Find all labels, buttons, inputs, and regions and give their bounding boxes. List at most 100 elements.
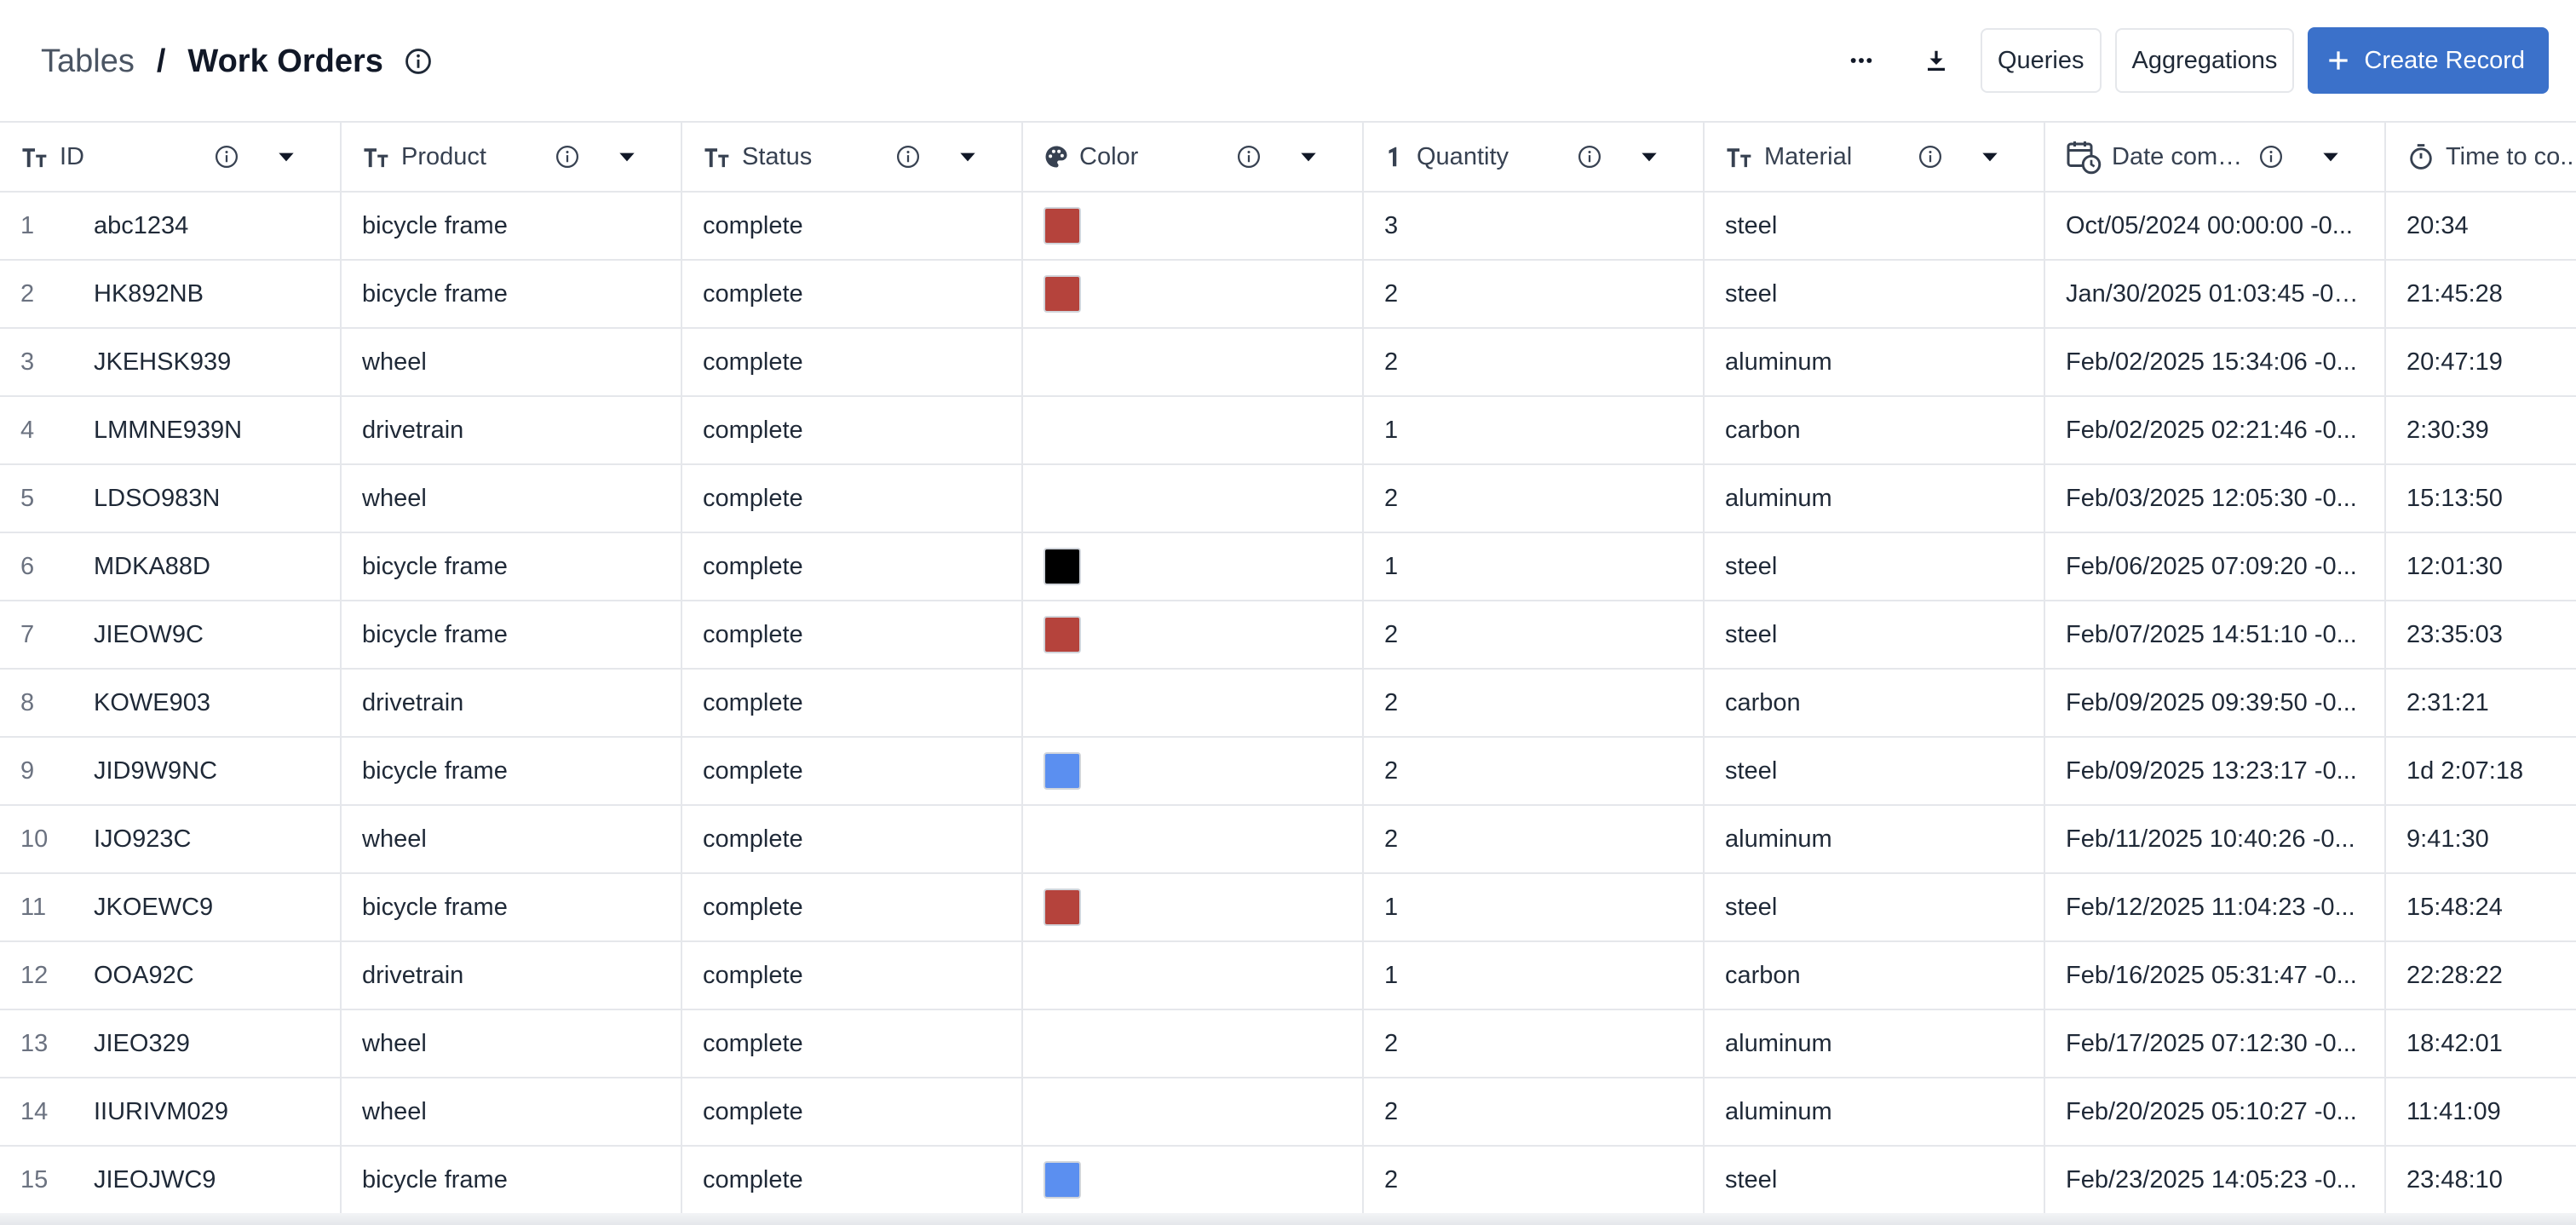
table-row[interactable]: 12 OOA92C drivetrain complete 1 carbon Feb/16/… [0, 941, 2576, 1010]
quantity-cell[interactable]: 2 [1363, 737, 1705, 806]
id-cell[interactable]: 7 JIEOW9C [0, 601, 342, 670]
table-row[interactable]: 1 abc1234 bicycle frame complete 3 steel Oct/0… [0, 192, 2576, 261]
more-options-button[interactable] [1831, 30, 1892, 91]
quantity-cell[interactable]: 1 [1363, 532, 1705, 601]
color-cell[interactable] [1022, 941, 1364, 1010]
id-cell[interactable]: 10 IJO923C [0, 805, 342, 874]
column-header[interactable]: Color [1022, 123, 1364, 193]
time-to-complete-cell[interactable]: 22:28:22 [2385, 941, 2576, 1010]
quantity-cell[interactable]: 2 [1363, 328, 1705, 397]
table-row[interactable]: 13 JIEO329 wheel complete 2 aluminum Feb/17/20… [0, 1009, 2576, 1078]
quantity-cell[interactable]: 1 [1363, 873, 1705, 942]
date-completed-cell[interactable]: Feb/09/2025 13:23:17 -0... [2044, 737, 2386, 806]
product-cell[interactable]: wheel [341, 464, 682, 533]
time-to-complete-cell[interactable]: 11:41:09 [2385, 1078, 2576, 1147]
color-cell[interactable] [1022, 532, 1364, 601]
table-row[interactable]: 6 MDKA88D bicycle frame complete 1 steel Feb/0… [0, 532, 2576, 601]
chevron-down-icon[interactable] [1638, 146, 1660, 168]
date-completed-cell[interactable]: Jan/30/2025 01:03:45 -05... [2044, 260, 2386, 329]
chevron-down-icon[interactable] [2320, 146, 2342, 168]
date-completed-cell[interactable]: Feb/03/2025 12:05:30 -0... [2044, 464, 2386, 533]
time-to-complete-cell[interactable]: 18:42:01 [2385, 1009, 2576, 1078]
quantity-cell[interactable]: 2 [1363, 601, 1705, 670]
product-cell[interactable]: wheel [341, 805, 682, 874]
status-cell[interactable]: complete [681, 601, 1023, 670]
quantity-cell[interactable]: 3 [1363, 192, 1705, 261]
column-header[interactable]: Material [1704, 123, 2045, 193]
product-cell[interactable]: bicycle frame [341, 532, 682, 601]
product-cell[interactable]: bicycle frame [341, 601, 682, 670]
horizontal-scrollbar[interactable] [0, 1213, 2576, 1225]
quantity-cell[interactable]: 2 [1363, 260, 1705, 329]
date-completed-cell[interactable]: Feb/07/2025 14:51:10 -0... [2044, 601, 2386, 670]
status-cell[interactable]: complete [681, 396, 1023, 465]
date-completed-cell[interactable]: Feb/06/2025 07:09:20 -0... [2044, 532, 2386, 601]
column-header[interactable]: ID [0, 123, 342, 193]
quantity-cell[interactable]: 2 [1363, 464, 1705, 533]
info-icon[interactable] [2258, 144, 2284, 170]
status-cell[interactable]: complete [681, 532, 1023, 601]
column-header[interactable]: Date comp... [2044, 123, 2386, 193]
material-cell[interactable]: steel [1704, 192, 2045, 261]
quantity-cell[interactable]: 1 [1363, 396, 1705, 465]
chevron-down-icon[interactable] [275, 146, 297, 168]
material-cell[interactable]: aluminum [1704, 805, 2045, 874]
time-to-complete-cell[interactable]: 21:45:28 [2385, 260, 2576, 329]
info-icon[interactable] [404, 47, 433, 76]
quantity-cell[interactable]: 2 [1363, 669, 1705, 738]
product-cell[interactable]: bicycle frame [341, 737, 682, 806]
date-completed-cell[interactable]: Feb/23/2025 14:05:23 -0... [2044, 1146, 2386, 1215]
date-completed-cell[interactable]: Oct/05/2024 00:00:00 -0... [2044, 192, 2386, 261]
status-cell[interactable]: complete [681, 260, 1023, 329]
product-cell[interactable]: drivetrain [341, 941, 682, 1010]
date-completed-cell[interactable]: Feb/17/2025 07:12:30 -0... [2044, 1009, 2386, 1078]
id-cell[interactable]: 3 JKEHSK939 [0, 328, 342, 397]
product-cell[interactable]: bicycle frame [341, 260, 682, 329]
time-to-complete-cell[interactable]: 15:13:50 [2385, 464, 2576, 533]
material-cell[interactable]: steel [1704, 1146, 2045, 1215]
color-cell[interactable] [1022, 396, 1364, 465]
quantity-cell[interactable]: 1 [1363, 941, 1705, 1010]
material-cell[interactable]: aluminum [1704, 1009, 2045, 1078]
chevron-down-icon[interactable] [1979, 146, 2001, 168]
color-cell[interactable] [1022, 873, 1364, 942]
info-icon[interactable] [895, 144, 921, 170]
quantity-cell[interactable]: 2 [1363, 1009, 1705, 1078]
material-cell[interactable]: steel [1704, 737, 2045, 806]
time-to-complete-cell[interactable]: 1d 2:07:18 [2385, 737, 2576, 806]
time-to-complete-cell[interactable]: 12:01:30 [2385, 532, 2576, 601]
product-cell[interactable]: bicycle frame [341, 192, 682, 261]
material-cell[interactable]: steel [1704, 873, 2045, 942]
status-cell[interactable]: complete [681, 669, 1023, 738]
id-cell[interactable]: 8 KOWE903 [0, 669, 342, 738]
product-cell[interactable]: wheel [341, 328, 682, 397]
material-cell[interactable]: aluminum [1704, 328, 2045, 397]
status-cell[interactable]: complete [681, 464, 1023, 533]
status-cell[interactable]: complete [681, 941, 1023, 1010]
color-cell[interactable] [1022, 737, 1364, 806]
table-row[interactable]: 4 LMMNE939N drivetrain complete 1 carbon Feb/0… [0, 396, 2576, 465]
time-to-complete-cell[interactable]: 2:31:21 [2385, 669, 2576, 738]
queries-button[interactable]: Queries [1980, 28, 2102, 93]
product-cell[interactable]: bicycle frame [341, 1146, 682, 1215]
chevron-down-icon[interactable] [957, 146, 979, 168]
status-cell[interactable]: complete [681, 805, 1023, 874]
download-button[interactable] [1906, 30, 1967, 91]
material-cell[interactable]: aluminum [1704, 1078, 2045, 1147]
quantity-cell[interactable]: 2 [1363, 805, 1705, 874]
id-cell[interactable]: 9 JID9W9NC [0, 737, 342, 806]
color-cell[interactable] [1022, 805, 1364, 874]
status-cell[interactable]: complete [681, 192, 1023, 261]
info-icon[interactable] [1918, 144, 1943, 170]
date-completed-cell[interactable]: Feb/11/2025 10:40:26 -0... [2044, 805, 2386, 874]
table-row[interactable]: 15 JIEOJWC9 bicycle frame complete 2 steel Feb… [0, 1146, 2576, 1215]
info-icon[interactable] [1236, 144, 1262, 170]
column-header[interactable]: Status [681, 123, 1023, 193]
table-row[interactable]: 7 JIEOW9C bicycle frame complete 2 steel Feb/0… [0, 601, 2576, 670]
table-row[interactable]: 3 JKEHSK939 wheel complete 2 aluminum Feb/02/2… [0, 328, 2576, 397]
status-cell[interactable]: complete [681, 737, 1023, 806]
time-to-complete-cell[interactable]: 15:48:24 [2385, 873, 2576, 942]
status-cell[interactable]: complete [681, 1146, 1023, 1215]
color-cell[interactable] [1022, 260, 1364, 329]
color-cell[interactable] [1022, 1009, 1364, 1078]
